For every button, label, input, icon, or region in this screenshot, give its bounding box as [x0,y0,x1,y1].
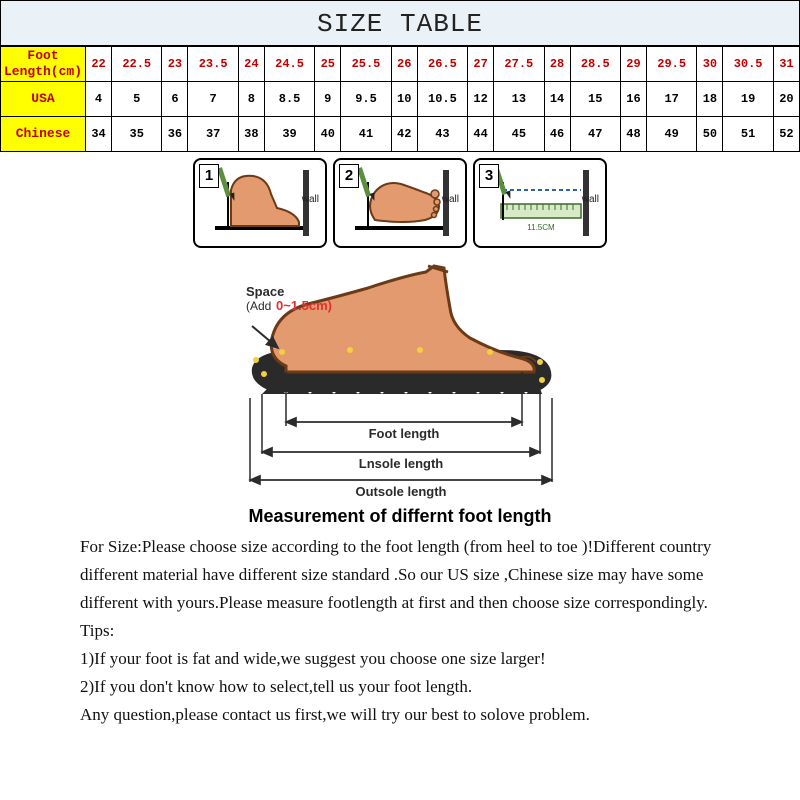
wall-label: wall [442,194,459,205]
chinese-cell: 34 [86,117,112,152]
chinese-cell: 48 [620,117,646,152]
chinese-cell: 43 [417,117,467,152]
tip-line: 1)If your foot is fat and wide,we sugges… [80,645,720,673]
usa-cell: 16 [620,82,646,117]
foot-length-cell: 28.5 [570,47,620,82]
wall-label: wall [302,194,319,205]
foot-length-cell: 25.5 [341,47,391,82]
chinese-cell: 36 [162,117,188,152]
foot-length-cell: 24 [238,47,264,82]
body-text: For Size:Please choose size according to… [80,533,720,729]
foot-length-cell: 30.5 [723,47,773,82]
step-number: 2 [339,164,359,188]
foot-length-label: Foot length [369,426,440,441]
space-sub: (Add [246,299,271,313]
foot-diagram: Space (Add 0~1.5cm) Foot length Lnsole l… [190,254,610,504]
chinese-cell: 51 [723,117,773,152]
space-label: Space [246,284,284,299]
chinese-cell: 47 [570,117,620,152]
table-row-chinese: Chinese 34353637383940414243444546474849… [1,117,800,152]
step-number: 1 [199,164,219,188]
usa-cell: 8 [238,82,264,117]
size-table: FootLength(cm) 2222.52323.52424.52525.52… [0,46,800,152]
foot-length-cell: 27 [468,47,494,82]
step-number: 3 [479,164,499,188]
foot-length-cell: 24.5 [264,47,314,82]
chinese-cell: 41 [341,117,391,152]
usa-cell: 8.5 [264,82,314,117]
chinese-cell: 44 [468,117,494,152]
foot-length-cell: 28 [544,47,570,82]
usa-cell: 9.5 [341,82,391,117]
outsole-length-label: Outsole length [356,484,447,499]
chinese-cell: 35 [112,117,162,152]
chinese-cell: 49 [646,117,696,152]
body-line: different material have different size s… [80,561,720,589]
foot-length-cell: 29 [620,47,646,82]
usa-cell: 13 [494,82,544,117]
usa-cell: 18 [697,82,723,117]
foot-length-cell: 23.5 [188,47,238,82]
chinese-cell: 37 [188,117,238,152]
body-line: For Size:Please choose size according to… [80,533,720,561]
size-table-title: SIZE TABLE [0,0,800,46]
foot-length-cell: 29.5 [646,47,696,82]
foot-length-cell: 22 [86,47,112,82]
usa-cell: 14 [544,82,570,117]
foot-length-cell: 27.5 [494,47,544,82]
chinese-cell: 50 [697,117,723,152]
step-3: 3 11.5CM wall [473,158,607,248]
table-row-usa: USA 456788.599.51010.5121314151617181920 [1,82,800,117]
usa-cell: 4 [86,82,112,117]
closing-line: Any question,please contact us first,we … [80,701,720,729]
body-line: different with yours.Please measure foot… [80,589,720,617]
usa-cell: 5 [112,82,162,117]
wall-label: wall [582,194,599,205]
usa-cell: 12 [468,82,494,117]
measurement-title: Measurement of differnt foot length [0,506,800,527]
measurement-steps: 1 wall 2 [0,158,800,248]
foot-length-cell: 26.5 [417,47,467,82]
chinese-cell: 38 [238,117,264,152]
foot-length-cell: 25 [315,47,341,82]
insole-length-label: Lnsole length [359,456,444,471]
foot-length-cell: 31 [773,47,799,82]
foot-length-cell: 22.5 [112,47,162,82]
step-2: 2 wall [333,158,467,248]
tip-line: 2)If you don't know how to select,tell u… [80,673,720,701]
chinese-cell: 39 [264,117,314,152]
foot-length-cell: 30 [697,47,723,82]
row-label-chinese: Chinese [1,117,86,152]
ruler-value: 11.5CM [527,223,555,232]
step-1: 1 wall [193,158,327,248]
table-row-foot-length: FootLength(cm) 2222.52323.52424.52525.52… [1,47,800,82]
usa-cell: 20 [773,82,799,117]
chinese-cell: 46 [544,117,570,152]
usa-cell: 17 [646,82,696,117]
foot-length-cell: 23 [162,47,188,82]
chinese-cell: 42 [391,117,417,152]
usa-cell: 10.5 [417,82,467,117]
usa-cell: 19 [723,82,773,117]
foot-diagram-svg: Space (Add 0~1.5cm) Foot length Lnsole l… [190,254,610,504]
row-label-usa: USA [1,82,86,117]
space-value: 0~1.5cm) [276,298,332,313]
foot-length-cell: 26 [391,47,417,82]
usa-cell: 7 [188,82,238,117]
usa-cell: 10 [391,82,417,117]
usa-cell: 6 [162,82,188,117]
chinese-cell: 45 [494,117,544,152]
tips-label: Tips: [80,617,720,645]
usa-cell: 9 [315,82,341,117]
chinese-cell: 52 [773,117,799,152]
usa-cell: 15 [570,82,620,117]
row-label-foot-length: FootLength(cm) [1,47,86,82]
chinese-cell: 40 [315,117,341,152]
